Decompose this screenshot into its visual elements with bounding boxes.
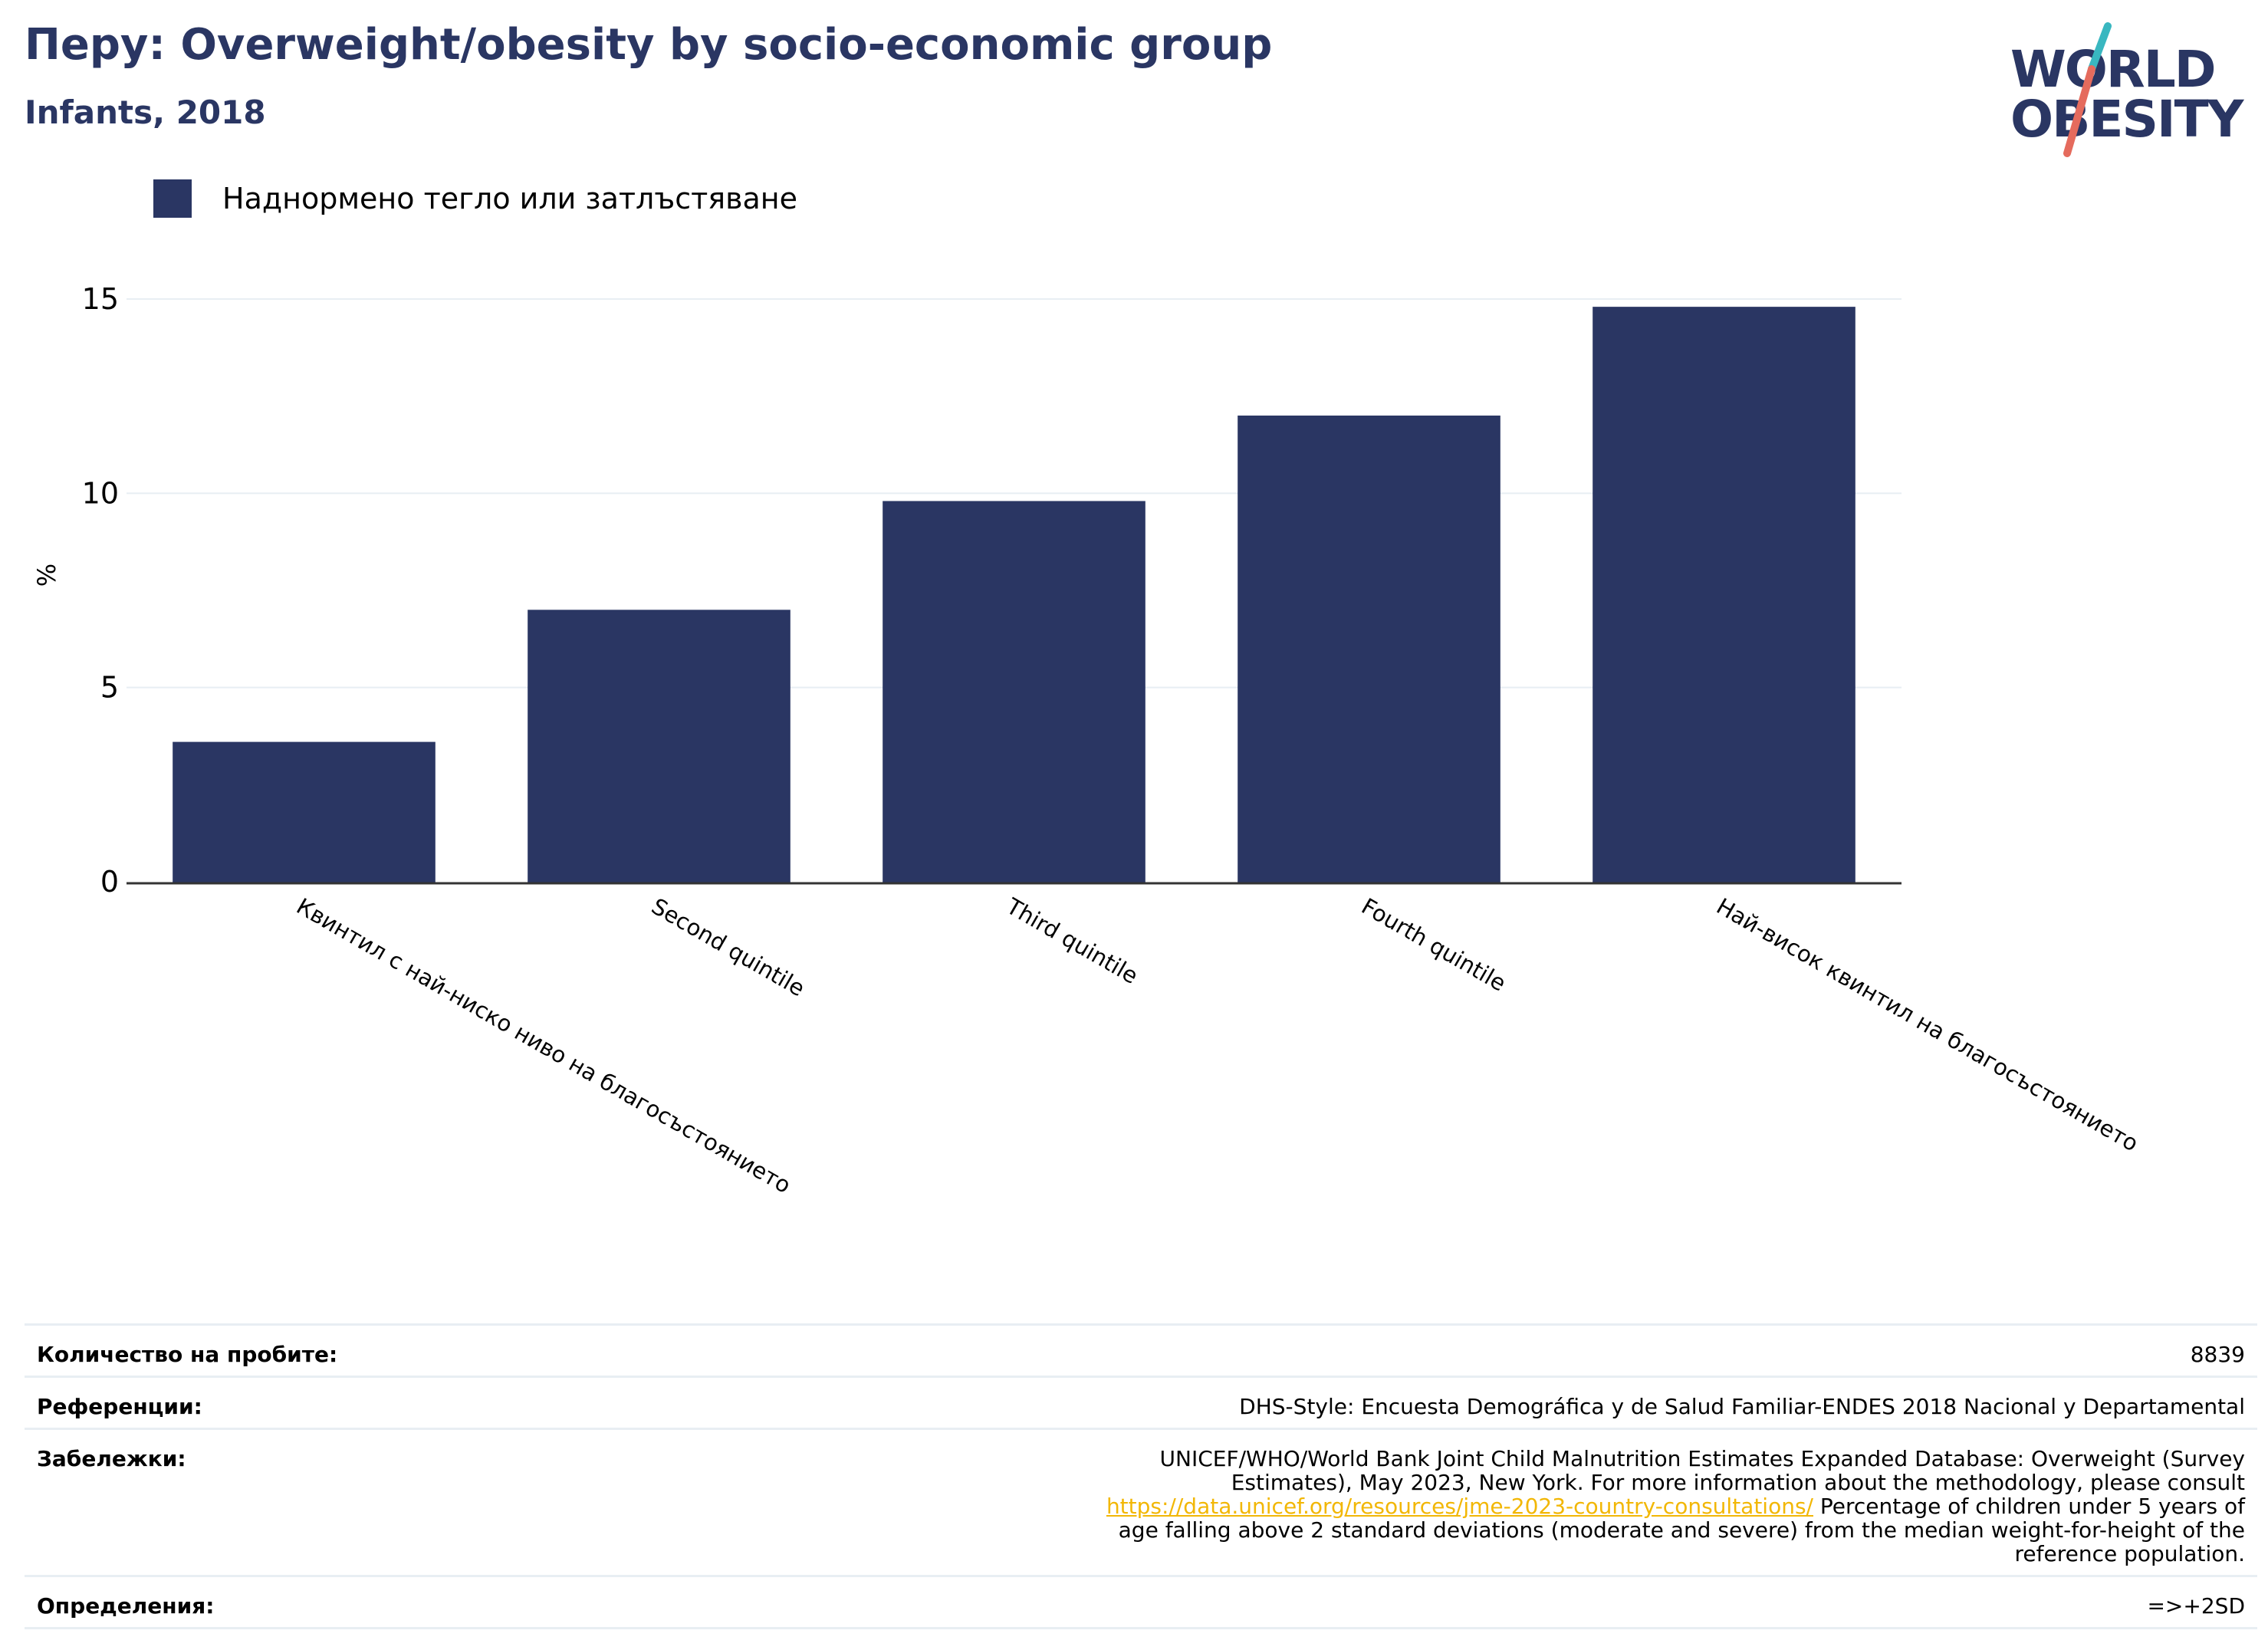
info-row-definitions: Определения: =>+2SD <box>25 1575 2257 1629</box>
x-tick-label: Най-висок квинтил на благосъстоянието <box>1712 893 2143 1157</box>
legend: Наднормено тегло или затлъстяване <box>153 179 797 218</box>
info-row-sample-size: Количество на пробите: 8839 <box>25 1323 2257 1378</box>
world-obesity-logo: WORLD OBESITY <box>1994 21 2254 159</box>
sample-size-value: 8839 <box>509 1323 2257 1378</box>
y-tick-label: 0 <box>100 865 119 899</box>
y-axis-label: % <box>32 564 61 587</box>
bar <box>1593 307 1855 885</box>
bar <box>528 610 791 884</box>
bar <box>883 501 1146 884</box>
notes-text-after: Percentage of children under 5 years of … <box>1118 1494 2245 1566</box>
chart-title: Перу: Overweight/obesity by socio-econom… <box>25 20 1273 70</box>
methodology-link[interactable]: https://data.unicef.org/resources/jme-20… <box>1106 1494 1813 1519</box>
axes: 0 5 10 15% <box>32 282 1902 899</box>
x-tick-label: Third quintile <box>1001 892 1142 989</box>
bar <box>1238 416 1500 884</box>
sample-size-label: Количество на пробите: <box>25 1323 509 1378</box>
bar <box>173 741 436 884</box>
definitions-value: =>+2SD <box>509 1575 2257 1629</box>
chart-subtitle: Infants, 2018 <box>25 94 266 131</box>
y-tick-label: 10 <box>82 476 119 510</box>
definitions-label: Определения: <box>25 1575 509 1629</box>
info-row-references: Референции: DHS-Style: Encuesta Demográf… <box>25 1376 2257 1430</box>
bars <box>173 307 1855 885</box>
references-label: Референции: <box>25 1376 509 1430</box>
category-labels: Квинтил с най-ниско ниво на благосъстоян… <box>292 892 2143 1198</box>
y-tick-label: 5 <box>100 671 119 705</box>
logo-text-line1: WORLD <box>2010 40 2217 99</box>
info-row-notes: Забележки: UNICEF/WHO/World Bank Joint C… <box>25 1428 2257 1577</box>
x-tick-label: Fourth quintile <box>1357 893 1510 997</box>
legend-swatch <box>153 179 192 218</box>
x-tick-label: Second quintile <box>647 893 809 1002</box>
notes-text-before: UNICEF/WHO/World Bank Joint Child Malnut… <box>1159 1446 2245 1495</box>
bar-chart: 0 5 10 15% Квинтил с най-ниско ниво на благ… <box>32 282 2143 1198</box>
notes-label: Забележки: <box>25 1428 509 1577</box>
info-table: Количество на пробите: 8839 Референции: … <box>25 1323 2257 1629</box>
references-value: DHS-Style: Encuesta Demográfica y de Sal… <box>509 1376 2257 1430</box>
logo-slash-icon <box>2063 22 2112 157</box>
logo-text-line2: OBESITY <box>2010 90 2243 149</box>
notes-value: UNICEF/WHO/World Bank Joint Child Malnut… <box>509 1428 2257 1577</box>
y-tick-label: 15 <box>82 282 119 316</box>
legend-label: Наднормено тегло или затлъстяване <box>222 182 797 215</box>
